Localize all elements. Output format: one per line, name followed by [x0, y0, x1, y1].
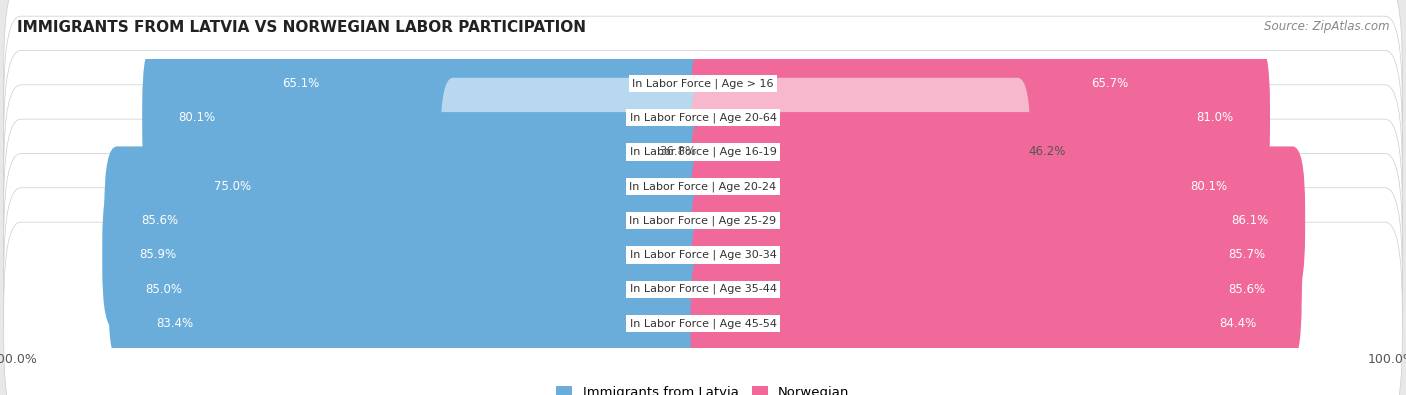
FancyBboxPatch shape [246, 9, 716, 158]
Text: In Labor Force | Age 35-44: In Labor Force | Age 35-44 [630, 284, 776, 295]
Text: In Labor Force | Age > 16: In Labor Force | Age > 16 [633, 78, 773, 88]
Text: 84.4%: 84.4% [1219, 317, 1257, 330]
FancyBboxPatch shape [103, 181, 716, 329]
FancyBboxPatch shape [4, 188, 1402, 391]
Text: 85.6%: 85.6% [1227, 283, 1265, 296]
Text: 65.1%: 65.1% [283, 77, 319, 90]
Text: Source: ZipAtlas.com: Source: ZipAtlas.com [1264, 20, 1389, 33]
FancyBboxPatch shape [4, 0, 1402, 185]
Text: 81.0%: 81.0% [1197, 111, 1233, 124]
Text: 75.0%: 75.0% [214, 180, 252, 193]
Text: 83.4%: 83.4% [156, 317, 193, 330]
FancyBboxPatch shape [690, 112, 1264, 260]
FancyBboxPatch shape [4, 16, 1402, 219]
FancyBboxPatch shape [4, 85, 1402, 288]
FancyBboxPatch shape [690, 249, 1294, 395]
Text: 80.1%: 80.1% [179, 111, 217, 124]
FancyBboxPatch shape [690, 181, 1302, 329]
Legend: Immigrants from Latvia, Norwegian: Immigrants from Latvia, Norwegian [551, 381, 855, 395]
FancyBboxPatch shape [142, 43, 716, 192]
FancyBboxPatch shape [4, 222, 1402, 395]
FancyBboxPatch shape [177, 112, 716, 260]
FancyBboxPatch shape [4, 154, 1402, 356]
Text: 86.1%: 86.1% [1232, 214, 1268, 227]
FancyBboxPatch shape [690, 147, 1305, 295]
Text: In Labor Force | Age 20-24: In Labor Force | Age 20-24 [630, 181, 776, 192]
FancyBboxPatch shape [4, 119, 1402, 322]
FancyBboxPatch shape [690, 9, 1164, 158]
Text: IMMIGRANTS FROM LATVIA VS NORWEGIAN LABOR PARTICIPATION: IMMIGRANTS FROM LATVIA VS NORWEGIAN LABO… [17, 20, 586, 35]
FancyBboxPatch shape [690, 78, 1031, 226]
Text: In Labor Force | Age 16-19: In Labor Force | Age 16-19 [630, 147, 776, 157]
Text: 85.0%: 85.0% [145, 283, 181, 296]
Text: In Labor Force | Age 20-64: In Labor Force | Age 20-64 [630, 112, 776, 123]
Text: 80.1%: 80.1% [1189, 180, 1227, 193]
FancyBboxPatch shape [108, 215, 716, 363]
Text: 85.7%: 85.7% [1229, 248, 1265, 261]
Text: 65.7%: 65.7% [1091, 77, 1128, 90]
Text: 85.9%: 85.9% [139, 248, 176, 261]
Text: 36.8%: 36.8% [659, 145, 696, 158]
FancyBboxPatch shape [690, 215, 1302, 363]
Text: In Labor Force | Age 30-34: In Labor Force | Age 30-34 [630, 250, 776, 260]
Text: In Labor Force | Age 25-29: In Labor Force | Age 25-29 [630, 215, 776, 226]
FancyBboxPatch shape [104, 147, 716, 295]
FancyBboxPatch shape [690, 43, 1270, 192]
FancyBboxPatch shape [4, 51, 1402, 253]
Text: 85.6%: 85.6% [141, 214, 179, 227]
Text: 46.2%: 46.2% [1028, 145, 1066, 158]
FancyBboxPatch shape [120, 249, 716, 395]
FancyBboxPatch shape [440, 78, 716, 226]
Text: In Labor Force | Age 45-54: In Labor Force | Age 45-54 [630, 318, 776, 329]
